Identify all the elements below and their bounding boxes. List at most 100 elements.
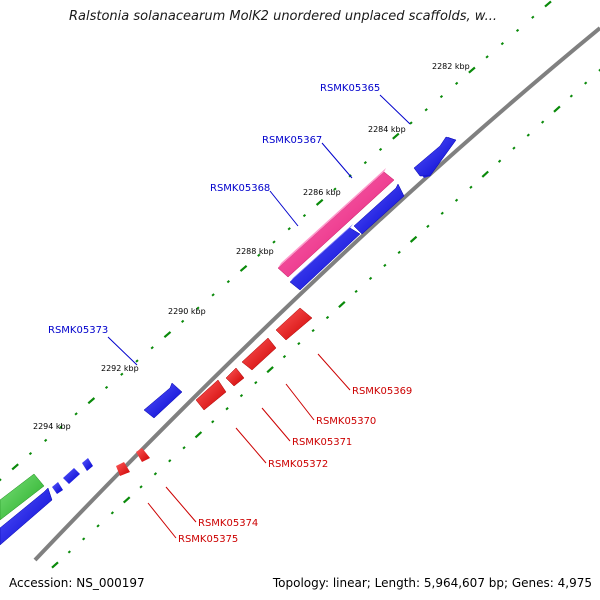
tick-mark [150,346,154,350]
tick-mark [168,459,172,463]
gene-blue-edge[interactable] [0,487,53,546]
tick-mark [297,341,301,346]
tick-mark [409,235,418,243]
tick-mark [333,187,337,191]
label-RSMK05367[interactable]: RSMK05367 [262,135,322,146]
label-RSMK05373[interactable]: RSMK05373 [48,325,108,336]
leader-RSMK05367 [321,142,353,179]
tick-mark [287,227,291,231]
scale-ticks-inner [51,68,600,569]
gene-RSMK05370[interactable] [241,337,277,371]
tick-mark [110,511,114,515]
gene-RSMK05374[interactable] [136,448,150,462]
gene-RSMK05369[interactable] [275,307,313,341]
tick-mark [194,431,203,439]
label-RSMK05368[interactable]: RSMK05368 [210,183,270,194]
tick-mark [325,315,330,320]
leader-RSMK05365 [379,94,411,125]
tick-mark [440,211,444,215]
tick-mark [481,170,489,178]
tick-mark [515,28,520,33]
tick-mark [182,446,186,450]
tick-mark [526,133,530,137]
tick-mark [468,66,476,74]
tick-mark [409,121,413,125]
gene-RSMK05375[interactable] [116,462,130,476]
gene-RSMK05371[interactable] [225,367,245,387]
tick-mark [254,381,258,385]
tick-mark [469,185,473,189]
tick-mark [512,146,516,150]
tick-mark [266,366,274,374]
gene-RSMK05368b[interactable] [353,183,405,235]
scale-labels: 2282 kbp 2284 kbp 2286 kbp 2288 kbp 2290… [33,62,470,431]
gene-RSMK05367[interactable] [277,168,395,278]
tick-mark [541,120,545,124]
leader-RSMK05372 [235,427,267,464]
tick-label-2288: 2288 kbp [236,247,274,256]
tick-mark [225,407,229,411]
tick-mark [82,537,86,541]
tick-mark [96,524,100,528]
leader-RSMK05373 [107,336,138,366]
label-RSMK05370[interactable]: RSMK05370 [316,416,376,427]
tick-mark [163,331,172,339]
tick-mark [239,394,244,398]
label-RSMK05374[interactable]: RSMK05374 [198,518,258,529]
tick-mark [272,240,276,244]
tick-mark [397,250,401,254]
label-RSMK05375[interactable]: RSMK05375 [178,534,238,545]
tick-mark [311,328,315,333]
tick-mark [153,472,158,476]
gene-RSMK05373[interactable] [143,382,183,419]
reverse-strand-genes [116,307,313,476]
label-RSMK05371[interactable]: RSMK05371 [292,437,352,448]
tick-mark [139,485,143,489]
gene-green-edge[interactable] [0,473,45,521]
sequence-backbone [33,26,600,562]
leader-RSMK05370 [285,383,315,421]
gene-RSMK05365[interactable] [413,136,457,178]
tick-label-2290: 2290 kbp [168,307,206,316]
scale-ticks-outer [0,0,552,482]
gene-RSMK05372[interactable] [195,379,227,411]
tick-mark [584,81,588,85]
tick-mark [59,425,63,429]
gene-blue-small-1[interactable] [63,468,80,484]
tick-mark [211,420,215,424]
label-RSMK05369[interactable]: RSMK05369 [352,386,412,397]
forward-strand-genes [0,136,457,546]
leader-RSMK05374 [165,486,197,523]
tick-mark [28,451,33,456]
gene-RSMK05368a[interactable] [289,224,361,291]
tick-mark [226,280,230,284]
leader-RSMK05375 [147,502,177,539]
tick-mark [544,0,552,8]
tick-mark [392,132,400,140]
tick-mark [87,397,96,405]
tick-label-2282: 2282 kbp [432,62,470,71]
tick-mark [383,263,387,268]
tick-mark [181,319,185,323]
map-title: Ralstonia solanacearum MolK2 unordered u… [68,9,497,24]
tick-mark [569,94,573,98]
gene-labels: RSMK05365 RSMK05367 RSMK05368 RSMK05373 … [48,83,412,545]
label-RSMK05372[interactable]: RSMK05372 [268,459,328,470]
label-RSMK05365[interactable]: RSMK05365 [320,83,380,94]
tick-mark [368,276,373,281]
gene-blue-small-2[interactable] [82,458,93,471]
tick-mark [455,81,459,85]
tick-mark [104,385,109,390]
gene-blue-small-3[interactable] [52,482,63,494]
tick-mark [500,42,504,46]
tick-mark [598,68,600,72]
tick-mark [122,496,131,504]
tick-mark [257,253,261,257]
tick-mark [51,561,59,569]
tick-mark [67,550,71,554]
tick-mark [0,478,2,482]
tick-mark [363,161,367,165]
tick-mark [74,412,78,416]
tick-mark [302,213,307,218]
